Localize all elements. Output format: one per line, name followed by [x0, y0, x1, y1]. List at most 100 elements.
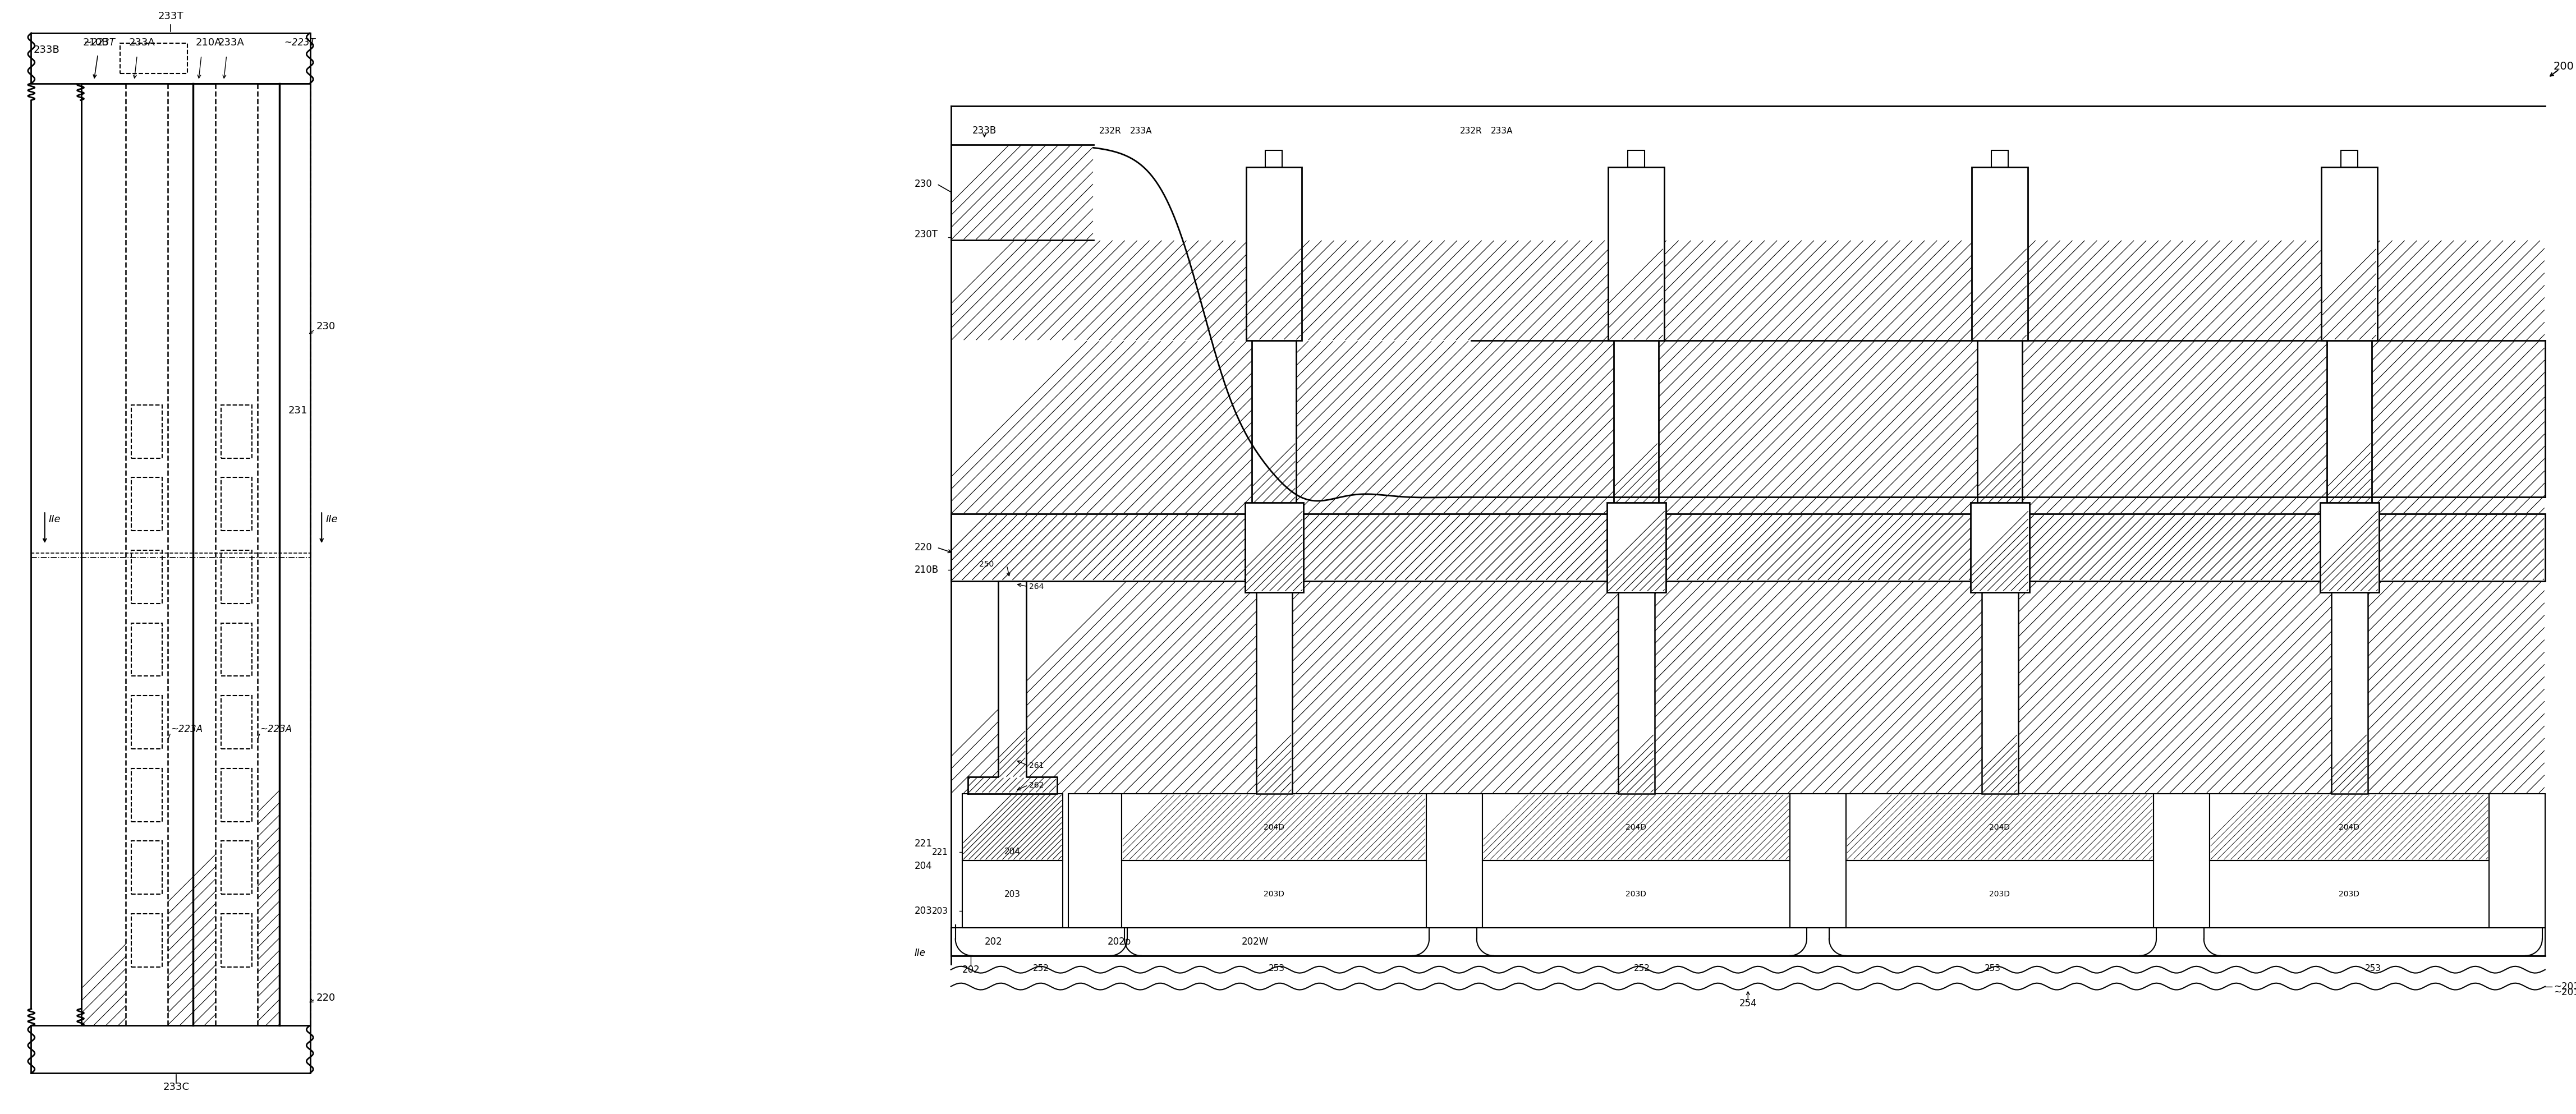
Bar	[1613, 341, 1659, 514]
Bar	[222, 550, 252, 604]
Bar	[222, 841, 252, 895]
Text: 254: 254	[1739, 998, 1757, 1008]
Text: 250: 250	[2020, 677, 2035, 686]
Bar	[2210, 793, 2488, 861]
Text: 233A: 233A	[1131, 127, 1151, 135]
Text: 250: 250	[1293, 677, 1309, 686]
Bar	[80, 84, 312, 1026]
Text: 233B: 233B	[971, 126, 997, 136]
Bar	[131, 404, 162, 458]
Bar	[131, 769, 162, 821]
Text: IIe: IIe	[325, 515, 337, 525]
Bar	[1981, 582, 2017, 793]
Bar	[1265, 150, 1283, 167]
Bar	[131, 695, 162, 749]
Text: 203D: 203D	[1625, 890, 1646, 898]
Text: 202: 202	[984, 937, 1002, 947]
Text: ~223A: ~223A	[170, 724, 204, 734]
Text: 231: 231	[289, 405, 307, 416]
Text: 233C: 233C	[162, 1082, 191, 1092]
Bar	[2342, 150, 2357, 167]
Text: 233T: 233T	[157, 11, 183, 21]
Text: IIe: IIe	[49, 515, 62, 525]
Text: 230: 230	[317, 322, 335, 332]
Text: 203: 203	[914, 906, 933, 916]
Text: 202p: 202p	[1108, 937, 1131, 947]
Bar	[1607, 502, 1667, 593]
Text: 204: 204	[1005, 848, 1020, 857]
Text: 253: 253	[1267, 964, 1285, 973]
Bar	[951, 956, 2545, 964]
Text: 200: 200	[2553, 61, 2573, 72]
Bar	[1628, 150, 1643, 167]
Bar	[2326, 341, 2372, 514]
Text: 210B: 210B	[82, 38, 108, 48]
Text: 203D: 203D	[1989, 890, 2009, 898]
Text: 222: 222	[1654, 531, 1672, 541]
Text: 203: 203	[1005, 890, 1020, 898]
Text: 210B: 210B	[914, 565, 938, 575]
Bar	[2210, 861, 2488, 928]
Text: ~223T: ~223T	[85, 38, 116, 48]
Text: 204D: 204D	[2339, 823, 2360, 831]
Bar	[1481, 793, 1790, 861]
Text: 204D: 204D	[1989, 823, 2009, 831]
Bar	[2488, 793, 2545, 928]
Bar	[2331, 582, 2367, 793]
Bar	[131, 913, 162, 967]
Bar	[1121, 793, 1427, 861]
Bar	[1069, 793, 2545, 928]
Text: 223T: 223T	[1862, 543, 1886, 553]
Text: 230T: 230T	[914, 229, 938, 240]
Bar	[222, 478, 252, 530]
Bar	[222, 623, 252, 676]
Text: ~201: ~201	[2553, 981, 2576, 991]
Bar	[222, 913, 252, 967]
Text: 264: 264	[1030, 583, 1043, 590]
Bar	[1618, 582, 1654, 793]
Bar	[1607, 167, 1664, 341]
Text: 233A: 233A	[1492, 127, 1512, 135]
Text: 223A: 223A	[1291, 560, 1314, 568]
Bar	[126, 84, 167, 1026]
Bar	[216, 84, 258, 1026]
Text: 262: 262	[1030, 781, 1043, 789]
Text: 261: 261	[1030, 762, 1043, 770]
Bar	[1847, 861, 2154, 928]
Text: IIe: IIe	[914, 948, 925, 958]
Text: 220: 220	[914, 543, 933, 553]
Text: 232R: 232R	[1100, 127, 1121, 135]
Text: ~223A: ~223A	[260, 724, 291, 734]
Bar	[1069, 793, 1121, 928]
Text: 204: 204	[914, 861, 933, 871]
Bar	[281, 84, 312, 1026]
Text: 202: 202	[961, 965, 979, 975]
Text: 231: 231	[2182, 465, 2200, 475]
Text: 250: 250	[979, 560, 994, 568]
Bar	[31, 33, 312, 84]
Bar	[951, 240, 2545, 341]
Bar	[951, 145, 1095, 240]
Bar	[1971, 502, 2030, 593]
Text: 203: 203	[933, 907, 948, 916]
Text: 221: 221	[914, 839, 933, 849]
Bar	[1991, 150, 2009, 167]
Text: 210A: 210A	[196, 38, 222, 48]
Text: 223T: 223T	[1084, 543, 1108, 553]
Bar	[961, 793, 1064, 861]
Bar	[222, 695, 252, 749]
Text: 223A: 223A	[1654, 560, 1674, 568]
Text: 233A: 233A	[129, 38, 155, 48]
Bar	[31, 84, 80, 1026]
Bar	[1481, 861, 1790, 928]
Text: 250: 250	[1656, 677, 1672, 686]
Text: 220: 220	[317, 993, 335, 1003]
Polygon shape	[969, 582, 1056, 793]
Bar	[222, 404, 252, 458]
Text: 202W: 202W	[1242, 937, 1270, 947]
Bar	[951, 582, 2545, 793]
Bar	[121, 43, 188, 74]
Bar	[961, 861, 1064, 928]
Bar	[131, 478, 162, 530]
Text: 233B: 233B	[33, 45, 59, 55]
